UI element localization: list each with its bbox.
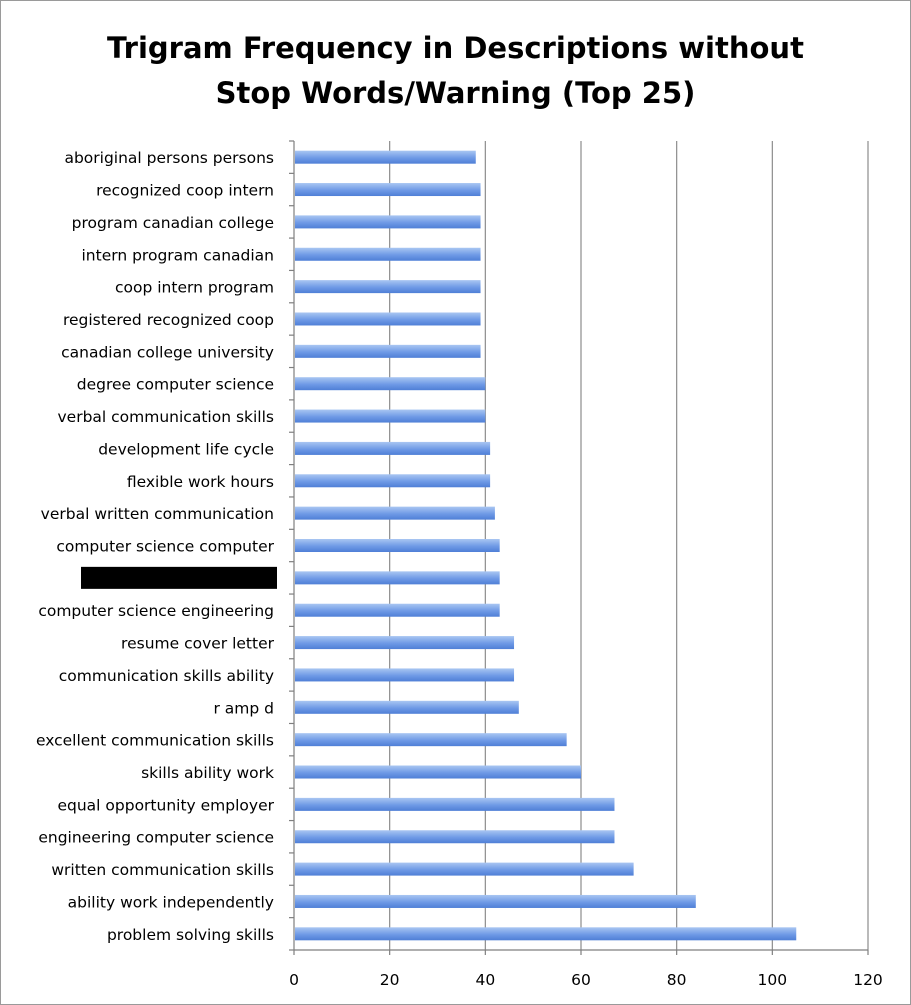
bar xyxy=(295,474,491,488)
bar xyxy=(295,215,481,229)
axes xyxy=(289,140,869,955)
category-label: communication skills ability xyxy=(59,667,274,685)
category-label: degree computer science xyxy=(77,376,274,394)
x-tick-label: 80 xyxy=(667,971,687,989)
bar xyxy=(295,344,481,358)
bar xyxy=(295,183,481,197)
category-label: aboriginal persons persons xyxy=(64,149,274,167)
bar xyxy=(295,280,481,294)
category-label: skills ability work xyxy=(141,764,274,782)
bar xyxy=(295,830,615,844)
bar xyxy=(295,312,481,326)
category-label: problem solving skills xyxy=(107,926,274,944)
x-tick-label: 120 xyxy=(853,971,883,989)
category-label: r amp d xyxy=(213,699,274,717)
category-label: resume cover letter xyxy=(121,635,275,653)
bar xyxy=(295,765,581,779)
chart-title-line-1: Trigram Frequency in Descriptions withou… xyxy=(107,31,804,65)
bar xyxy=(295,247,481,261)
category-label: ability work independently xyxy=(68,893,274,911)
category-label: equal opportunity employer xyxy=(57,796,274,814)
bar xyxy=(295,733,567,747)
category-label: excellent communication skills xyxy=(36,732,274,750)
x-tick-label: 100 xyxy=(758,971,788,989)
bar xyxy=(295,636,515,650)
bar xyxy=(295,377,486,391)
x-tick-label: 0 xyxy=(289,971,299,989)
category-label: registered recognized coop xyxy=(63,311,274,329)
category-label: intern program canadian xyxy=(82,246,275,264)
x-tick-labels: 0 20 40 60 80 100 120 xyxy=(289,971,883,989)
category-label: recognized coop intern xyxy=(96,182,274,200)
category-labels: aboriginal persons persons recognized coo… xyxy=(36,149,277,944)
bar xyxy=(295,441,491,455)
category-label: development life cycle xyxy=(98,440,274,458)
chart-title-line-2: Stop Words/Warning (Top 25) xyxy=(215,76,696,110)
bar xyxy=(295,409,486,423)
bar xyxy=(295,150,476,164)
category-label: verbal written communication xyxy=(41,505,274,523)
category-label: coop intern program xyxy=(115,279,274,297)
bar xyxy=(295,862,634,876)
category-label: computer science engineering xyxy=(38,602,274,620)
category-label: flexible work hours xyxy=(127,473,274,491)
x-tick-label: 60 xyxy=(571,971,591,989)
bar xyxy=(295,603,500,617)
chart-title: Trigram Frequency in Descriptions withou… xyxy=(0,26,911,116)
category-label: canadian college university xyxy=(61,343,274,361)
bar xyxy=(295,506,495,520)
bar xyxy=(295,927,797,941)
category-label: verbal communication skills xyxy=(58,408,275,426)
bar xyxy=(295,668,515,682)
category-label: written communication skills xyxy=(51,861,274,879)
x-tick-label: 40 xyxy=(475,971,495,989)
bars xyxy=(295,150,797,941)
category-label: program canadian college xyxy=(72,214,274,232)
bar xyxy=(295,894,696,908)
bar xyxy=(295,571,500,585)
bar xyxy=(295,539,500,552)
bar xyxy=(295,700,519,714)
x-tick-label: 20 xyxy=(380,971,400,989)
category-label: engineering computer science xyxy=(38,829,274,847)
category-label: computer science computer xyxy=(56,538,274,556)
redacted-category-label xyxy=(81,566,277,589)
bar xyxy=(295,797,615,811)
